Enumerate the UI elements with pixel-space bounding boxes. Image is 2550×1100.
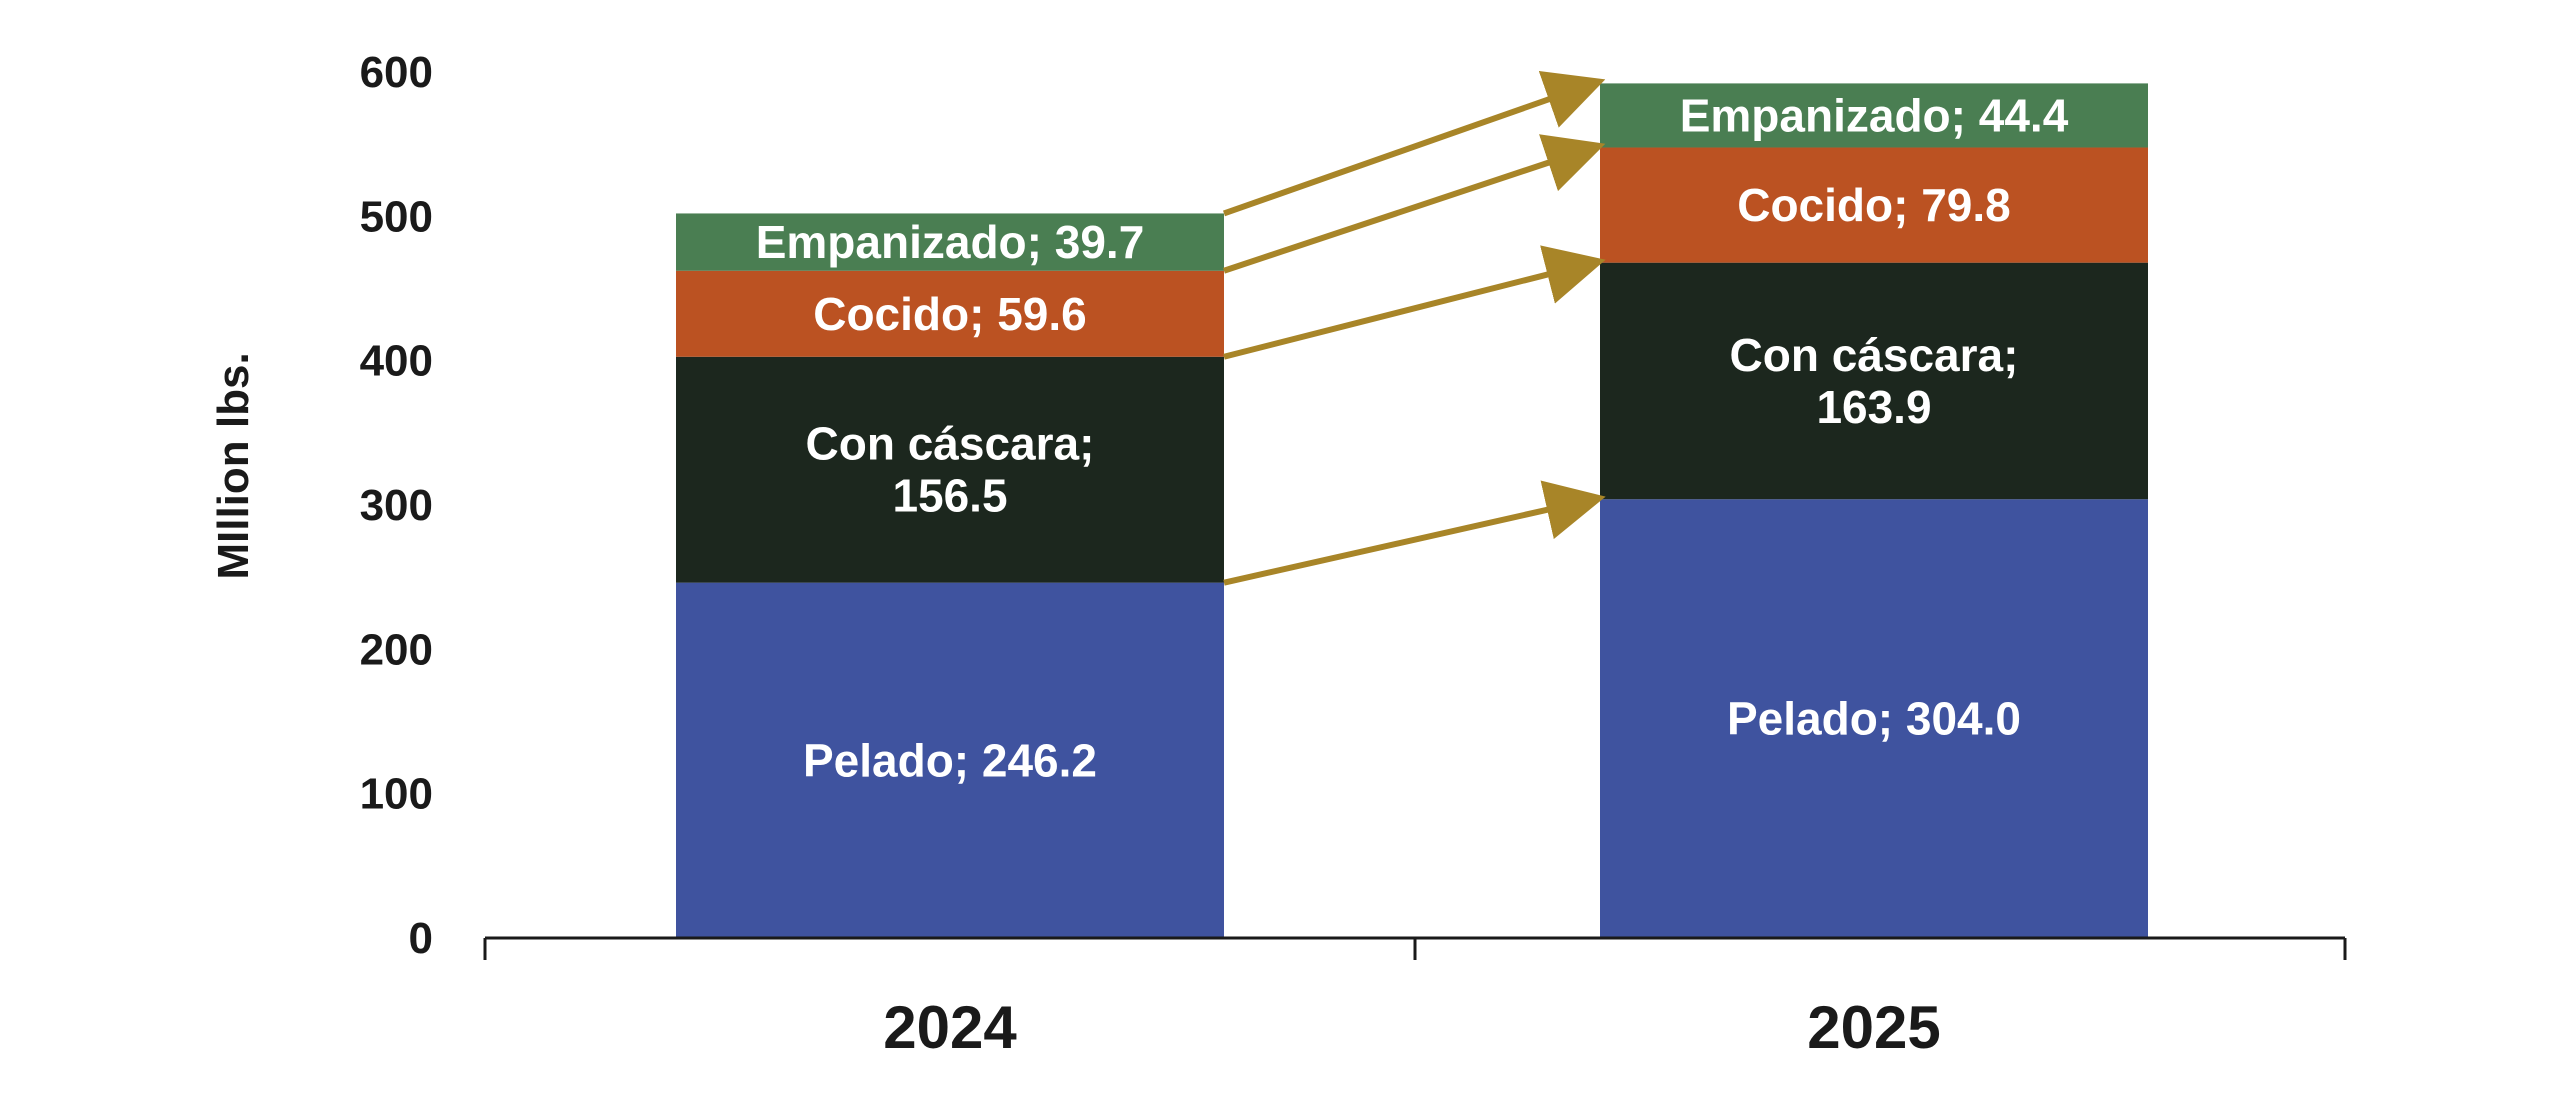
segment-data-label: Empanizado; 44.4 bbox=[1680, 89, 2069, 141]
y-tick-label: 500 bbox=[360, 192, 433, 241]
bar-segment-cocido-2024 bbox=[676, 270, 1224, 357]
y-tick-label: 400 bbox=[360, 337, 433, 386]
segment-data-label: Empanizado; 39.7 bbox=[756, 216, 1145, 268]
x-category-label: 2025 bbox=[1807, 994, 1940, 1061]
segment-data-label: 163.9 bbox=[1816, 381, 1931, 433]
connector-arrows bbox=[1223, 71, 1606, 586]
y-tick-label: 600 bbox=[360, 48, 433, 97]
segment-data-label: Cocido; 59.6 bbox=[813, 288, 1087, 340]
y-axis-title: MIllion lbs. bbox=[209, 352, 258, 579]
y-tick-label: 0 bbox=[409, 914, 433, 963]
y-tick-label: 300 bbox=[360, 481, 433, 530]
bar-segment-empanizado-2025 bbox=[1600, 83, 2148, 148]
segment-data-label: Con cáscara; bbox=[1730, 329, 2019, 381]
bar-segment-pelado-2024 bbox=[676, 582, 1224, 938]
segment-data-label: Cocido; 79.8 bbox=[1737, 179, 2011, 231]
bar-segment-con-c-scara-2025 bbox=[1600, 262, 2148, 500]
y-axis-ticks: 0 100 200 300 400 500 600 bbox=[360, 48, 433, 963]
connector-arrow-cocido bbox=[1223, 134, 1606, 274]
bar-segment-pelado-2025 bbox=[1600, 499, 2148, 938]
segment-data-label: Pelado; 246.2 bbox=[803, 734, 1097, 786]
segment-data-label: Pelado; 304.0 bbox=[1727, 693, 2021, 745]
bar-segment-empanizado-2024 bbox=[676, 213, 1224, 271]
connector-arrow-con-c-scara bbox=[1223, 245, 1606, 360]
connector-arrow-empanizado bbox=[1223, 71, 1606, 217]
y-tick-label: 200 bbox=[360, 625, 433, 674]
y-tick-label: 100 bbox=[360, 770, 433, 819]
bar-segment-cocido-2025 bbox=[1600, 147, 2148, 263]
bar-segment-con-c-scara-2024 bbox=[676, 356, 1224, 583]
x-category-label: 2024 bbox=[883, 994, 1017, 1061]
segment-data-label: 156.5 bbox=[892, 470, 1007, 522]
segment-data-label: Con cáscara; bbox=[806, 418, 1095, 470]
connector-arrow-pelado bbox=[1223, 480, 1606, 586]
x-axis: 2024 2025 bbox=[483, 936, 2347, 1061]
